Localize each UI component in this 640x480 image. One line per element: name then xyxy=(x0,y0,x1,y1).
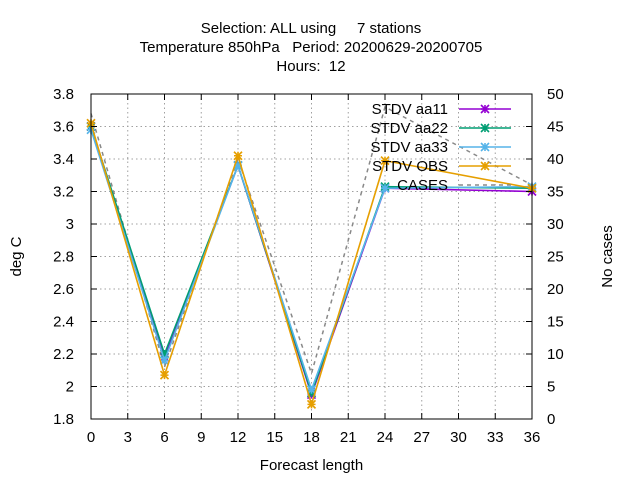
x-tick-label: 21 xyxy=(340,429,357,446)
x-tick-label: 0 xyxy=(87,429,95,446)
data-point xyxy=(159,370,170,380)
y2-tick-label: 5 xyxy=(547,379,555,396)
y2-tick-label: 40 xyxy=(547,151,564,168)
y2-tick-label: 35 xyxy=(547,184,564,201)
y-tick-label: 2.4 xyxy=(53,314,74,331)
y-tick-label: 3.4 xyxy=(53,151,74,168)
series-line xyxy=(90,105,533,377)
data-point xyxy=(233,151,243,161)
chart-title: Selection: ALL using 7 stations Temperatu… xyxy=(140,20,483,75)
data-point xyxy=(306,399,317,409)
y2-tick-label: 0 xyxy=(547,411,555,428)
data-point xyxy=(159,355,170,366)
y-tick-label: 2.6 xyxy=(53,281,74,298)
y2-tick-label: 45 xyxy=(547,119,564,136)
title-line: Hours: 12 xyxy=(276,58,345,75)
series-cases xyxy=(90,105,533,377)
x-tick-label: 18 xyxy=(303,429,320,446)
data-point xyxy=(306,385,317,395)
legend-label: STDV aa22 xyxy=(370,120,448,137)
y2-tick-label: 50 xyxy=(547,86,564,103)
series-line xyxy=(90,123,533,408)
y-tick-label: 2.8 xyxy=(53,249,74,266)
legend-label: STDV aa33 xyxy=(370,139,448,156)
y-tick-label: 3.8 xyxy=(53,86,74,103)
y-axis-label: deg C xyxy=(8,236,25,276)
y-tick-label: 3.6 xyxy=(53,119,74,136)
x-tick-label: 33 xyxy=(487,429,504,446)
x-tick-label: 30 xyxy=(450,429,467,446)
y2-tick-label: 30 xyxy=(547,216,564,233)
data-point xyxy=(233,160,243,171)
legend-marker xyxy=(480,104,490,114)
x-tick-label: 6 xyxy=(160,429,168,446)
series-layer xyxy=(86,105,537,409)
y-tick-label: 1.8 xyxy=(53,411,74,428)
x-tick-label: 24 xyxy=(377,429,394,446)
x-axis-label: Forecast length xyxy=(260,457,363,474)
data-point xyxy=(159,349,170,359)
x-tick-label: 27 xyxy=(413,429,430,446)
grid xyxy=(91,94,532,419)
legend-label: CASES xyxy=(397,177,448,194)
legend-label: STDV OBS xyxy=(372,158,448,175)
legend-marker xyxy=(480,142,490,152)
y-tick-label: 3 xyxy=(66,216,74,233)
legend: STDV aa11 STDV aa22 STDV aa33 STDV OBS CASES xyxy=(370,101,511,194)
y-tick-label: 3.2 xyxy=(53,184,74,201)
legend-label: STDV aa11 xyxy=(372,101,448,118)
legend-marker xyxy=(480,123,490,133)
x-tick-label: 9 xyxy=(197,429,205,446)
title-line: Temperature 850hPa Period: 20200629-2020… xyxy=(140,39,483,56)
x-tick-label: 3 xyxy=(124,429,132,446)
y2-axis-label: No cases xyxy=(599,225,616,288)
x-tick-label: 15 xyxy=(266,429,283,446)
y-tick-label: 2.2 xyxy=(53,346,74,363)
legend-marker xyxy=(480,161,490,171)
data-point xyxy=(380,183,390,193)
y2-tick-label: 15 xyxy=(547,314,564,331)
x-tick-label: 12 xyxy=(230,429,247,446)
data-point xyxy=(380,156,390,166)
axis-ticks: 0 3 6 9 12 15 18 21 24 27 30 33 361.822.22.42.62.833… xyxy=(53,86,564,446)
x-tick-label: 36 xyxy=(524,429,541,446)
y2-tick-label: 25 xyxy=(547,249,564,266)
y2-tick-label: 20 xyxy=(547,281,564,298)
y-tick-label: 2 xyxy=(66,379,74,396)
title-line: Selection: ALL using 7 stations xyxy=(201,20,421,37)
y2-tick-label: 10 xyxy=(547,346,564,363)
